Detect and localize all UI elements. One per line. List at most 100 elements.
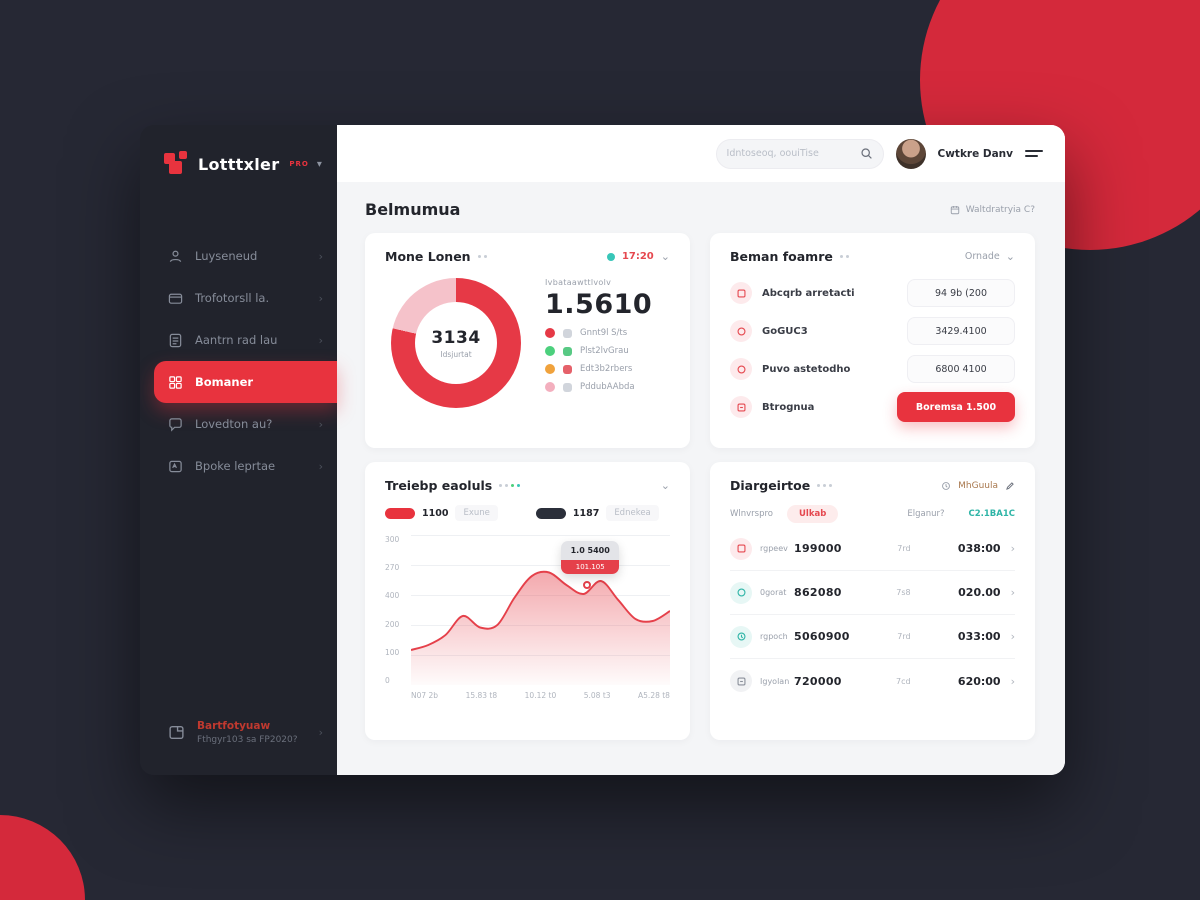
chart-legend-item[interactable]: 1187 Ednekea: [535, 505, 659, 521]
filter-item-highlight[interactable]: C2.1BA1C: [968, 509, 1015, 519]
sidebar-item-6[interactable]: Bpoke leprtae ›: [140, 445, 337, 487]
legend-label: PddubAAbda: [580, 382, 635, 392]
avatar[interactable]: [895, 138, 926, 169]
sidebar-item-label: Luyseneud: [195, 249, 258, 263]
form-value-field[interactable]: 94 9b (200: [907, 279, 1015, 307]
legend-value: 1187: [572, 507, 600, 519]
card-title: Diargeirtoe: [730, 478, 811, 493]
metric-value: 1.5610: [545, 289, 653, 320]
form-row: GoGUC3 3429.4100: [730, 312, 1015, 350]
row-icon: [730, 670, 752, 692]
legend-tag: Exune: [455, 505, 498, 521]
sidebar-item-5[interactable]: Lovedton au? ›: [140, 403, 337, 445]
search-input[interactable]: [726, 148, 854, 159]
card-chart: Treiebp eaoluls ⌄ 1100 Exune 1187: [365, 462, 690, 740]
legend-swatch-icon: [385, 507, 415, 519]
row-icon: [730, 625, 752, 648]
form-value-field[interactable]: 6800 4100: [907, 355, 1015, 383]
legend-item: PddubAAbda: [545, 382, 652, 392]
metric-label: Ivbataawttlvolv: [545, 278, 612, 287]
title-dots-icon: [817, 484, 833, 487]
tooltip-value: 1.0 5400: [561, 541, 620, 560]
document-icon: [169, 333, 182, 347]
chevron-right-icon[interactable]: ›: [1010, 586, 1015, 599]
sidebar-item-label: Bomaner: [195, 375, 254, 389]
sidebar-footer-item[interactable]: Bartfotyuaw Fthgyr103 sa FP2020? ›: [140, 720, 337, 775]
legend-mini-icon: [563, 328, 572, 338]
chevron-down-icon: ⌄: [1005, 250, 1015, 263]
chevron-right-icon[interactable]: ›: [1010, 674, 1015, 688]
chart-legend-item[interactable]: 1100 Exune: [385, 505, 498, 521]
page-meta[interactable]: Waltdratryia C?: [950, 205, 1035, 215]
browser-icon: [169, 725, 184, 740]
chevron-down-icon[interactable]: ▾: [316, 158, 322, 170]
form-label: GoGUC3: [762, 325, 808, 337]
footer-subtitle: Fthgyr103 sa FP2020?: [197, 735, 298, 745]
table-row[interactable]: rgpeev 199000 7rd 038:00 ›: [730, 527, 1015, 571]
submit-button[interactable]: Boremsa 1.500: [897, 392, 1015, 422]
card-form: Beman foamre Ornade ⌄ Abcqrb arretacti 9…: [710, 233, 1035, 448]
card-time: 17:20: [621, 251, 654, 262]
user-icon: [169, 250, 182, 262]
title-dots-icon: [477, 255, 487, 258]
filter-item[interactable]: Elganur?: [907, 509, 945, 519]
sidebar-nav: Luyseneud › Trofotorsll la. › Aantrn rad…: [140, 235, 337, 487]
page-title: Belmumua: [365, 200, 461, 219]
table-action-label[interactable]: MhGuula: [958, 480, 998, 491]
legend-mini-icon: [563, 346, 572, 356]
chevron-down-icon[interactable]: ⌄: [660, 250, 670, 263]
table-row[interactable]: 0gorat 862080 7s8 020.00 ›: [730, 571, 1015, 615]
dropdown[interactable]: Ornade ⌄: [965, 250, 1015, 263]
y-axis-labels: 300 270 400 200 100 0: [385, 535, 400, 685]
row-amount: 038:00: [957, 542, 1001, 555]
donut-center-value: 3134: [431, 327, 481, 348]
tooltip-sub-value: 101.105: [561, 560, 620, 574]
sidebar-item-2[interactable]: Trofotorsll la. ›: [140, 277, 337, 319]
legend-value: 1100: [422, 507, 449, 519]
logo-icon: [164, 151, 190, 177]
chevron-right-icon: ›: [318, 459, 323, 473]
tag-icon: [730, 358, 752, 380]
title-dots-icon: [499, 484, 521, 487]
app-window: Lotttxler PRO ▾ Luyseneud › Trofotorsll …: [140, 125, 1065, 775]
sidebar-item-4-active[interactable]: Bomaner ›: [154, 361, 337, 403]
filter-pill-active[interactable]: Ulkab: [787, 505, 839, 523]
card-title: Mone Lonen: [385, 249, 471, 264]
form-value-field[interactable]: 3429.4100: [907, 317, 1015, 345]
menu-icon[interactable]: [1025, 150, 1043, 157]
card-table: Diargeirtoe MhGuula Wlnvrspro Ulkab Elga…: [710, 462, 1035, 740]
area-chart: 1.0 5400 101.105: [411, 535, 670, 685]
tag-icon: [730, 320, 752, 342]
legend-item: Plst2lvGrau: [545, 346, 652, 356]
logo: Lotttxler PRO ▾: [140, 125, 337, 187]
chevron-right-icon[interactable]: ›: [1010, 630, 1015, 643]
topbar: Cwtkre Danv: [337, 125, 1065, 182]
sidebar-item-3[interactable]: Aantrn rad lau ›: [140, 319, 337, 361]
row-label: 0gorat: [760, 588, 787, 597]
row-icon: [730, 537, 752, 560]
title-dots-icon: [839, 255, 849, 258]
edit-icon[interactable]: [1005, 481, 1015, 491]
card-title: Beman foamre: [730, 249, 833, 264]
sidebar-item-1[interactable]: Luyseneud ›: [140, 235, 337, 277]
badge-icon: [169, 460, 182, 472]
main-panel: Cwtkre Danv Belmumua Waltdratryia C? Mon…: [337, 125, 1065, 775]
table-row[interactable]: rgpoch 5060900 7rd 033:00 ›: [730, 615, 1015, 659]
row-label: rgpeev: [760, 544, 788, 553]
donut-chart: 3134 Idsjurtat: [391, 278, 521, 408]
decor-circle-bottom-left: [0, 815, 85, 900]
chart-tooltip: 1.0 5400 101.105: [561, 541, 620, 574]
chevron-right-icon: ›: [318, 333, 323, 347]
search-icon[interactable]: [860, 147, 873, 160]
logo-badge: PRO: [289, 160, 309, 168]
donut-center-label: Idsjurtat: [440, 349, 472, 359]
legend-swatch-icon: [535, 507, 566, 519]
legend-dot-icon: [545, 328, 555, 338]
chevron-down-icon[interactable]: ⌄: [660, 479, 670, 492]
filter-item[interactable]: Wlnvrspro: [730, 509, 774, 519]
chevron-right-icon[interactable]: ›: [1010, 542, 1015, 555]
form-row: Abcqrb arretacti 94 9b (200: [730, 274, 1015, 312]
logo-text: Lotttxler: [198, 154, 280, 174]
chevron-right-icon: ›: [318, 291, 323, 305]
table-row[interactable]: Igyolan 720000 7cd 620:00 ›: [730, 659, 1015, 703]
